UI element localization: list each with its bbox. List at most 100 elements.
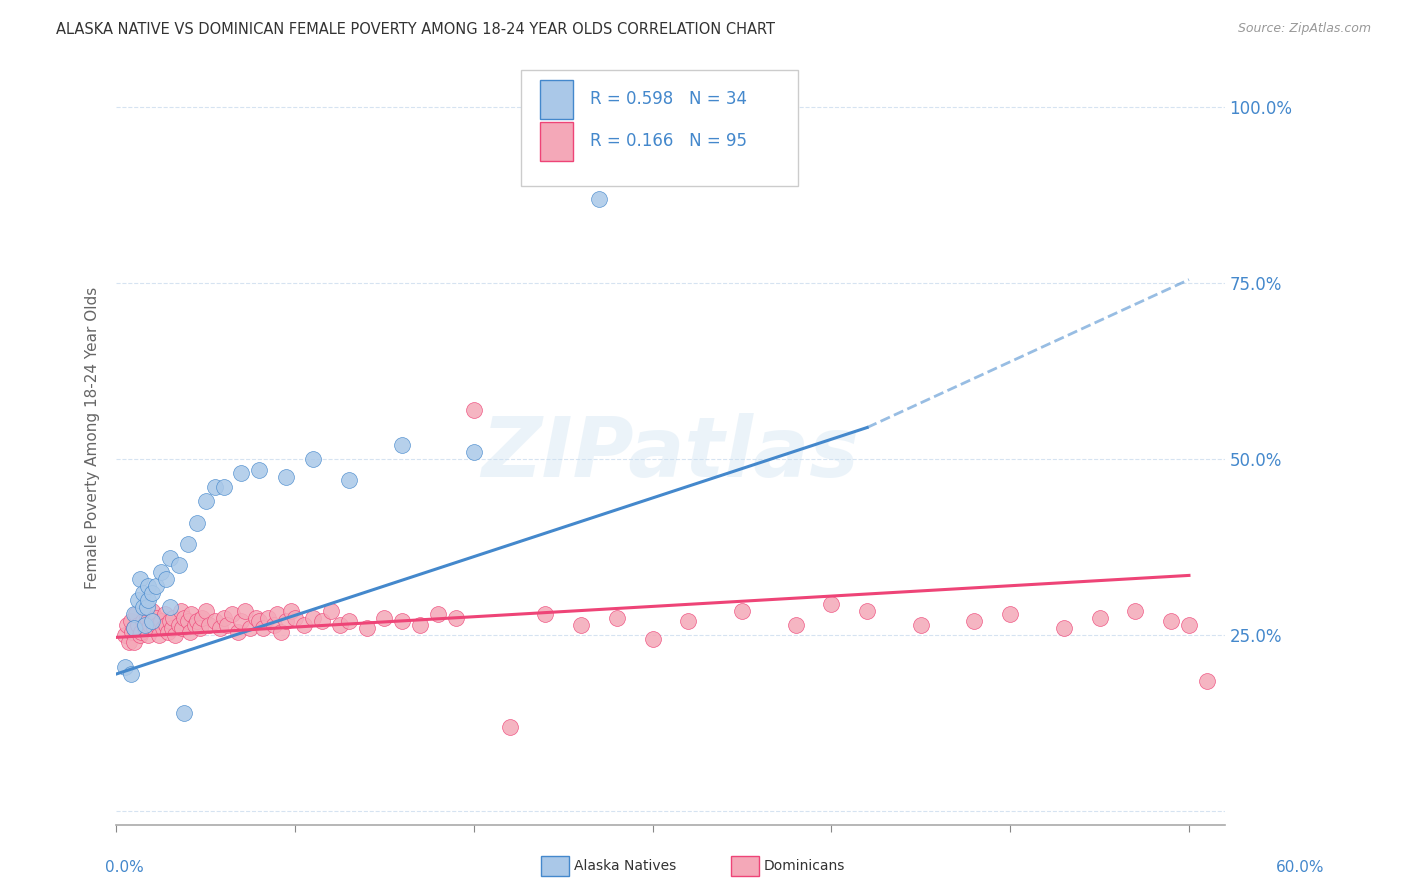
Point (569, 617, 592, 632)
FancyBboxPatch shape (520, 70, 799, 186)
Point (274, 470, 297, 484)
Point (145, 610, 167, 624)
Point (115, 617, 138, 632)
Point (194, 494, 217, 508)
Point (134, 617, 156, 632)
Point (280, 604, 302, 618)
Point (139, 617, 162, 632)
Text: ZIPatlas: ZIPatlas (482, 413, 859, 494)
Point (198, 617, 221, 632)
FancyBboxPatch shape (540, 122, 574, 161)
Point (173, 610, 195, 624)
Point (311, 614, 333, 628)
Point (319, 604, 342, 618)
Point (444, 610, 467, 624)
Point (127, 617, 149, 632)
Point (856, 604, 879, 618)
Point (122, 635, 145, 649)
Point (173, 706, 195, 720)
Point (141, 604, 163, 618)
Point (128, 628, 150, 642)
Point (128, 572, 150, 586)
Point (122, 621, 145, 635)
Point (302, 452, 325, 467)
Point (270, 624, 292, 639)
Point (120, 614, 142, 628)
Point (177, 537, 200, 551)
Point (534, 607, 557, 622)
Point (731, 604, 754, 618)
Point (159, 614, 181, 628)
Point (160, 621, 183, 635)
Point (114, 628, 136, 642)
Point (172, 621, 194, 635)
Text: 0.0%: 0.0% (105, 860, 145, 874)
Y-axis label: Female Poverty Among 18-24 Year Olds: Female Poverty Among 18-24 Year Olds (86, 287, 100, 590)
Point (141, 614, 163, 628)
Point (159, 550, 181, 565)
Point (212, 610, 235, 624)
Point (302, 610, 325, 624)
Point (337, 614, 360, 628)
Point (373, 610, 395, 624)
Point (274, 614, 297, 628)
Point (179, 624, 201, 639)
Text: Dominicans: Dominicans (763, 859, 845, 873)
Point (146, 617, 169, 632)
Point (132, 586, 155, 600)
Point (588, 192, 610, 206)
Point (463, 445, 485, 459)
Point (231, 467, 253, 481)
Point (785, 617, 807, 632)
Point (1195, 674, 1218, 689)
Point (226, 624, 249, 639)
Point (165, 628, 187, 642)
Point (129, 624, 152, 639)
Point (208, 621, 231, 635)
Point (114, 660, 136, 674)
Point (167, 617, 190, 632)
Point (141, 614, 163, 628)
Point (191, 610, 214, 624)
FancyBboxPatch shape (540, 80, 574, 119)
Point (221, 607, 243, 622)
Point (169, 604, 191, 618)
Point (149, 614, 172, 628)
Point (155, 617, 177, 632)
Point (134, 621, 156, 635)
Point (263, 617, 285, 632)
Point (391, 614, 413, 628)
Point (127, 593, 149, 607)
Point (132, 614, 155, 628)
Point (252, 621, 274, 635)
Point (337, 473, 360, 487)
Point (247, 463, 270, 477)
Point (148, 628, 170, 642)
Text: 60.0%: 60.0% (1277, 860, 1324, 874)
Point (498, 720, 520, 734)
Point (135, 610, 157, 624)
Point (180, 607, 202, 622)
Point (157, 624, 180, 639)
Point (1123, 604, 1146, 618)
Point (167, 558, 190, 572)
Point (606, 610, 628, 624)
Point (159, 600, 181, 615)
Point (1088, 610, 1111, 624)
Point (910, 617, 932, 632)
Text: Alaska Natives: Alaska Natives (574, 859, 676, 873)
Point (204, 614, 226, 628)
Point (194, 604, 217, 618)
Point (138, 579, 160, 593)
Point (266, 607, 288, 622)
Point (142, 621, 165, 635)
Point (1160, 614, 1182, 628)
Point (184, 617, 207, 632)
Point (188, 621, 211, 635)
Point (292, 617, 315, 632)
Point (231, 614, 253, 628)
Point (1178, 617, 1201, 632)
Point (217, 617, 239, 632)
Point (138, 628, 160, 642)
Text: ALASKA NATIVE VS DOMINICAN FEMALE POVERTY AMONG 18-24 YEAR OLDS CORRELATION CHAR: ALASKA NATIVE VS DOMINICAN FEMALE POVERT… (56, 22, 775, 37)
